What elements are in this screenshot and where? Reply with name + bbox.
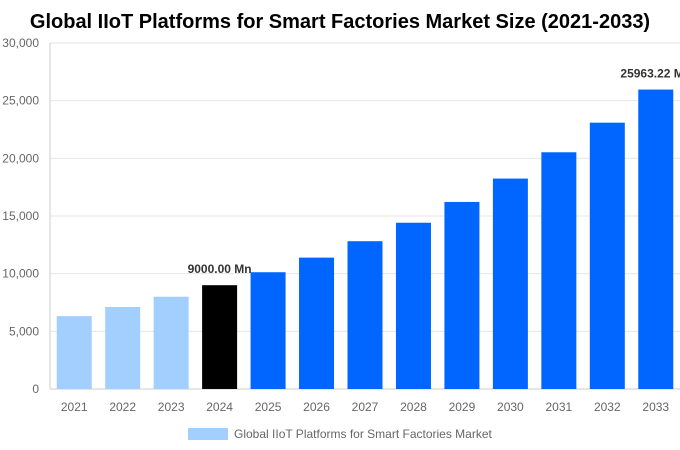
y-tick-label: 5,000 [9,324,39,338]
x-tick-label: 2029 [449,400,476,414]
legend-label: Global IIoT Platforms for Smart Factorie… [234,427,493,441]
bar-2024[interactable] [202,285,238,389]
y-tick-label: 30,000 [2,36,39,50]
x-tick-label: 2031 [545,400,572,414]
bar-2025[interactable] [250,272,286,389]
bar-2031[interactable] [541,152,577,389]
bar-2023[interactable] [153,296,189,389]
x-tick-label: 2023 [158,400,185,414]
bar-2028[interactable] [395,222,431,389]
x-tick-label: 2026 [303,400,330,414]
bar-2022[interactable] [105,306,141,389]
x-tick-label: 2027 [352,400,379,414]
y-tick-label: 25,000 [2,94,39,108]
x-tick-label: 2025 [255,400,282,414]
data-label: 25963.22 Mn [620,67,680,81]
x-tick-label: 2022 [109,400,136,414]
bar-2029[interactable] [444,201,480,389]
data-label: 9000.00 Mn [188,262,252,276]
bar-2032[interactable] [589,122,625,389]
y-tick-label: 20,000 [2,151,39,165]
bar-2021[interactable] [56,316,92,389]
legend-swatch [188,428,228,440]
bar-2030[interactable] [492,178,528,389]
x-tick-label: 2032 [594,400,621,414]
x-tick-label: 2024 [206,400,233,414]
y-tick-label: 0 [32,382,39,396]
chart-title: Global IIoT Platforms for Smart Factorie… [30,11,650,33]
x-tick-label: 2021 [61,400,88,414]
x-tick-label: 2028 [400,400,427,414]
legend[interactable]: Global IIoT Platforms for Smart Factorie… [188,427,493,441]
y-tick-label: 15,000 [2,209,39,223]
y-tick-label: 10,000 [2,267,39,281]
bar-2026[interactable] [299,257,335,389]
bar-2027[interactable] [347,241,383,389]
x-tick-label: 2030 [497,400,524,414]
x-tick-label: 2033 [642,400,669,414]
bar-2033[interactable] [638,89,674,389]
